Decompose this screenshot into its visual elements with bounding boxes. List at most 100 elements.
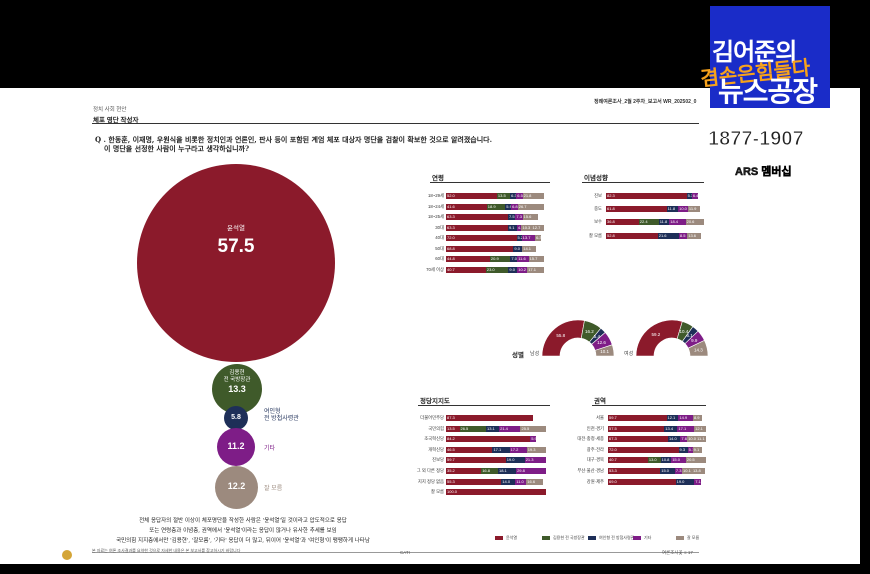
region-segment: 5.1	[687, 446, 693, 453]
party-segment: 35.2	[446, 468, 482, 474]
age-segment: 63.3	[446, 224, 508, 231]
region-segment: 8.9	[692, 415, 702, 421]
age-segment: 9.0	[513, 245, 523, 252]
age-segment: 10.2	[517, 266, 528, 273]
age-segment: 23.0	[485, 266, 509, 273]
gender-male-label: 남성	[530, 351, 540, 357]
party-segment: 13.5	[446, 425, 460, 432]
broadcast-logo-line2: 뉴스공장	[718, 76, 818, 107]
party-row-bar: 59.7 19.0 21.3	[446, 457, 546, 464]
party-segment: 11.0	[515, 478, 527, 485]
ideology-segment: 11.8	[666, 206, 679, 213]
ideology-row-bar: 82.35.36.4	[606, 193, 704, 199]
bubble-yoon-value: 57.5	[217, 236, 255, 257]
region-segment: 19.0	[675, 478, 695, 485]
party-row-bar: 35.2 16.8 18.1 29.8	[446, 468, 546, 474]
donut-slice-label: 16.2	[585, 329, 594, 334]
party-row-label: 더불어민주당	[420, 415, 444, 420]
panel-region-title: 권역	[594, 398, 606, 405]
region-row-bar: 72.09.35.19.1	[608, 446, 706, 453]
bubble-other: 11.2	[217, 428, 255, 466]
party-segment: 46.5	[446, 446, 493, 453]
region-row-bar: 67.3 14.0 7.6 10.0 11.1	[608, 436, 706, 443]
ideology-segment: 20.6	[685, 219, 704, 226]
age-row-bar: 52.0 13.5 6.3 6.5 21.8	[446, 193, 544, 199]
region-segment: 9.1	[692, 446, 702, 453]
age-segment: 41.6	[446, 203, 487, 210]
party-segment: 84.2	[446, 436, 531, 443]
age-row-bar: 40.7 23.0 9.0 10.2 17.1	[446, 266, 544, 273]
bubble-yeo-side-label: 여인형 전 방첩사령관	[264, 409, 299, 422]
age-segment: 6.8	[511, 203, 518, 210]
region-row-label: 강원·제주	[586, 478, 604, 484]
footer-divider	[92, 552, 699, 553]
bubble-other-side-label: 기타	[264, 446, 276, 452]
party-segment: 25.5	[520, 425, 546, 432]
donut-slice-label: 59.2	[651, 332, 660, 337]
ideology-segment: 82.3	[606, 193, 687, 199]
ideology-segment: 61.8	[606, 206, 667, 213]
age-segment: 9.0	[508, 266, 518, 273]
region-row-label: 서울	[596, 415, 604, 420]
donut-slice-label: 9.9	[691, 338, 698, 343]
age-segment: 6.5	[516, 193, 523, 199]
ideology-segment: 22.4	[638, 219, 659, 226]
age-row-bar: 63.39.14.710.312.7	[446, 224, 544, 231]
party-segment: 100.0	[446, 489, 546, 496]
ars-membership-label: ARS 멤버십	[733, 163, 794, 179]
age-segment: 21.8	[522, 193, 544, 199]
footer-method: CATI	[400, 550, 410, 555]
ideology-segment: 18.4	[669, 219, 686, 226]
legend-swatch	[495, 536, 503, 540]
age-segment: 13.5	[496, 193, 511, 199]
ideology-row-bar: 61.8 11.8 10.0 11.9	[606, 206, 704, 213]
donut-slice-label: 55.8	[556, 333, 565, 338]
party-segment: 16.8	[481, 468, 498, 474]
age-segment: 68.8	[446, 245, 514, 252]
region-row-label: 대전·충청·세종	[577, 436, 604, 442]
age-segment: 15.7	[528, 256, 544, 262]
age-segment: 17.1	[527, 266, 544, 273]
party-segment: 21.4	[499, 425, 521, 432]
bubble-dk-value: 12.2	[227, 481, 246, 491]
party-row-label: 국민의힘	[428, 425, 444, 431]
panel-ideology-title: 이념성향	[584, 175, 608, 182]
region-segment: 15.0	[671, 457, 686, 464]
region-row-bar: 59.7 12.1 14.9 8.9	[608, 415, 706, 421]
party-segment: 19.3	[526, 446, 546, 453]
age-row-label: 18~29세	[427, 193, 444, 198]
donut-slice-label: 10.1	[600, 349, 609, 354]
gender-male-donut: 55.8 16.25.412.6 10.1	[541, 319, 615, 357]
age-segment: 6.3	[510, 193, 517, 199]
footer-note: 본 자료는 여론 조사결과를 요약한 것으로 자세한 내용은 본 보고서를 참고…	[92, 548, 241, 553]
panel-region-rule	[592, 405, 706, 406]
donut-slice	[594, 344, 615, 357]
age-segment: 6.3	[535, 235, 542, 241]
question-line-2: 이 명단을 선정한 사람이 누구라고 생각하십니까?	[104, 144, 250, 153]
party-row-label: 진보당	[432, 457, 444, 463]
donut-slice	[541, 319, 585, 357]
age-segment: 5.2	[516, 235, 522, 241]
region-segment: 10.0	[687, 436, 697, 443]
party-row-label: 잘 모름	[430, 489, 444, 495]
legend-item: 잘 모름	[676, 535, 699, 541]
summary-line-2: 또는 연령층과 이념층, 권역에서 '윤석열'이라는 응답이 많거나 유사한 추…	[149, 528, 337, 534]
legend-label: 윤석열	[506, 535, 518, 540]
party-segment: 5.9	[530, 436, 537, 443]
donut-slice-label: 5.4	[594, 334, 601, 339]
region-segment: 10.1	[682, 468, 692, 474]
report-name: 정례여론조사_2월 2주차_보고서 WR_202502_0	[594, 99, 697, 105]
age-row-bar: 44.8 20.9 7.0 11.6 15.7	[446, 256, 544, 262]
ideology-row-label: 보수	[594, 219, 602, 225]
region-segment: 15.0	[660, 468, 675, 474]
party-segment: 16.6	[526, 478, 543, 485]
legend-label: 여인형 전 방첩사령관	[599, 535, 635, 540]
summary-line-3: 국민의힘 지지층에서만 '김용현', '잘모름', '기타' 응답이 더 많고,…	[116, 538, 370, 544]
survey-question: Q . 한동훈, 이재명, 우원식을 비롯한 정치인과 언론인, 판사 등이 포…	[95, 135, 492, 153]
age-segment: 72.0	[446, 235, 517, 241]
ideology-row-label: 중도	[594, 206, 602, 212]
legend-swatch	[676, 536, 684, 540]
age-segment: 20.9	[489, 256, 511, 262]
party-row-label: 그 외 다른 정당	[416, 468, 444, 473]
age-row-label: 18~25세	[427, 214, 444, 219]
